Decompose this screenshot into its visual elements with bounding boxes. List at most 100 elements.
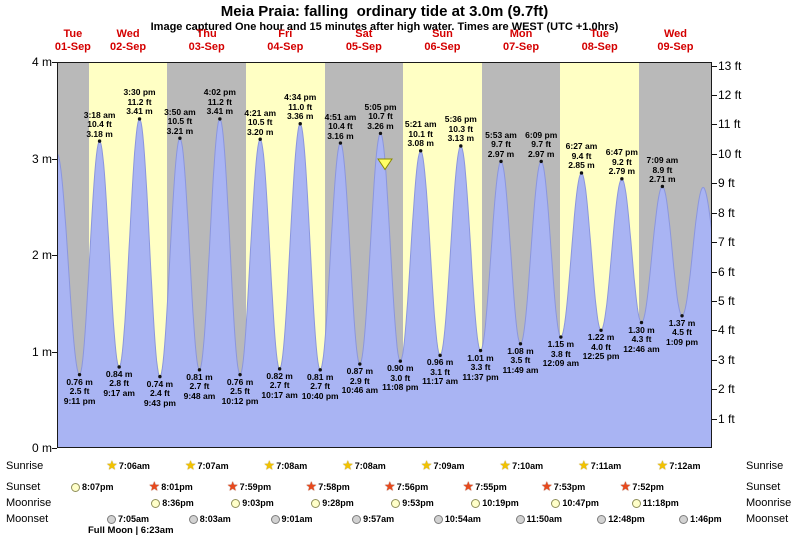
high-tide-annotation: 4:21 am 10.5 ft 3.20 m [244,107,277,137]
moonrise-moon-icon [151,498,161,508]
moonrise-time: 8:36pm [162,498,194,508]
right-axis-tickmark [712,95,717,97]
low-tide-annotation: 1.37 m 4.5 ft 1:09 pm [665,317,699,347]
right-axis-tickmark [712,271,717,273]
low-tide-annotation: 1.08 m 3.5 ft 11:49 am [502,345,539,375]
moonrise-entry: 9:03pm [231,497,274,509]
left-axis-tick-label: 2 m [31,248,52,262]
day-label-tue-08: Tue 08-Sep [569,28,631,54]
tide-extreme-dot [680,314,684,318]
moonrise-entry: 10:47pm [551,497,599,509]
left-axis-tick-label: 0 m [31,441,52,455]
moonrise-entry: 9:28pm [311,497,354,509]
day-date: 05-Sep [345,41,382,53]
sunrise-entry: ★ 7:09am [422,460,465,472]
low-tide-annotation: 1.22 m 4.0 ft 12:25 pm [582,332,620,362]
sunset-star-icon: ★ [620,480,631,493]
day-label-fri-04: Fri 04-Sep [254,28,316,54]
sunrise-time: 7:06am [118,461,150,471]
moonset-entry: 12:48pm [597,513,645,525]
right-axis-tickmark [712,359,717,361]
low-tide-annotation: 0.96 m 3.1 ft 11:17 am [422,357,459,387]
day-date: 09-Sep [657,41,694,53]
tide-extreme-dot [599,328,603,332]
right-axis-tick-label: 4 ft [718,323,735,338]
high-tide-annotation: 3:18 am 10.4 ft 3.18 m [83,109,116,139]
moonrise-entry: 10:19pm [471,497,519,509]
day-label-wed-02: Wed 02-Sep [97,28,159,54]
day-label-sun-06: Sun 06-Sep [411,28,473,54]
sunset-row-label-left: Sunset [6,481,41,493]
sunrise-star-icon: ★ [342,459,353,472]
moonset-moon-icon [270,514,280,524]
left-axis-tickmark [52,158,57,160]
sunrise-star-icon: ★ [264,459,275,472]
low-tide-annotation: 0.76 m 2.5 ft 9:11 pm [63,376,96,406]
sunset-star-icon: ★ [149,480,160,493]
tide-extreme-dot [620,177,624,181]
moonset-entry: 9:01am [270,513,313,525]
moonset-time: 7:05am [117,514,149,524]
sunset-time: 7:58pm [318,482,350,492]
sunrise-star-icon: ★ [578,459,589,472]
day-label-sat-05: Sat 05-Sep [333,28,395,54]
sunset-time: 7:53pm [553,482,586,492]
sunset-entry: 8:07pm [71,481,114,493]
right-axis-tick-label: 3 ft [718,352,735,367]
low-tide-annotation: 0.84 m 2.8 ft 9:17 am [103,368,135,398]
sunrise-entry: ★ 7:07am [186,460,229,472]
moonrise-moon-icon [391,498,401,508]
tide-extreme-dot [559,335,563,339]
left-axis-tickmark [52,255,57,256]
tide-plot: 3:18 am 10.4 ft 3.18 m 3:30 pm 11.2 ft 3.41 m… [57,62,712,448]
sunset-time: 8:01pm [161,482,193,492]
moonrise-time: 9:53pm [402,498,434,508]
day-date: 03-Sep [188,41,225,53]
day-name: Mon [509,28,533,40]
tide-extreme-dot [318,368,322,372]
sunset-time: 7:59pm [239,482,272,492]
moonrise-entry: 9:53pm [391,497,434,509]
moonrise-row-label-left: Moonrise [6,497,52,509]
left-axis-tickmark [52,448,57,449]
high-tide-annotation: 6:47 pm 9.2 ft 2.79 m [605,147,638,177]
tide-extreme-dot [218,117,222,121]
sunrise-time: 7:09am [433,461,465,471]
left-axis-tickmark [52,62,57,63]
high-tide-annotation: 3:30 pm 11.2 ft 3.41 m [123,87,156,117]
moonrise-time: 10:19pm [482,498,519,508]
high-tide-annotation: 5:36 pm 10.3 ft 3.13 m [444,114,477,144]
sunrise-row-label-left: Sunrise [6,460,44,472]
tide-extreme-dot [238,372,242,377]
day-name: Tue [63,28,83,40]
high-tide-annotation: 6:27 am 9.4 ft 2.85 m [565,141,598,171]
sunset-entry: ★ 7:55pm [463,481,506,493]
day-name: Sat [355,28,373,40]
tide-extreme-dot [77,372,82,377]
sunrise-time: 7:12am [669,461,701,471]
left-axis-tickmark [52,351,57,353]
day-label-mon-07: Mon 07-Sep [490,28,552,54]
moonset-entry: 7:05am [106,513,149,525]
moonset-time: 9:57am [363,514,395,524]
moonset-moon-icon [515,514,525,524]
tide-extreme-dot [398,359,403,363]
day-date: 04-Sep [267,41,304,53]
sunset-time: 7:56pm [396,482,429,492]
high-tide-annotation: 5:21 am 10.1 ft 3.08 m [404,119,437,149]
right-axis-tick-label: 11 ft [718,117,741,132]
sunset-entry: ★ 7:52pm [620,481,663,493]
sunrise-entry: ★ 7:10am [500,460,543,472]
page-title: Meia Praia: falling ordinary tide at 3.0… [220,3,549,20]
sunrise-entry: ★ 7:11am [579,460,621,472]
sunrise-entry: ★ 7:06am [107,460,150,472]
sunset-entry: ★ 7:58pm [306,481,349,493]
low-tide-annotation: 0.81 m 2.7 ft 10:40 pm [301,371,339,401]
right-axis-tickmark [712,153,717,155]
tide-extreme-dot [298,122,302,126]
moonset-entry: 8:03am [188,513,231,525]
low-tide-annotation: 1.30 m 4.3 ft 12:46 am [623,324,660,354]
moonrise-moon-icon [231,498,241,508]
moonrise-entry: 11:18pm [631,497,679,509]
sunrise-star-icon: ★ [185,459,196,472]
